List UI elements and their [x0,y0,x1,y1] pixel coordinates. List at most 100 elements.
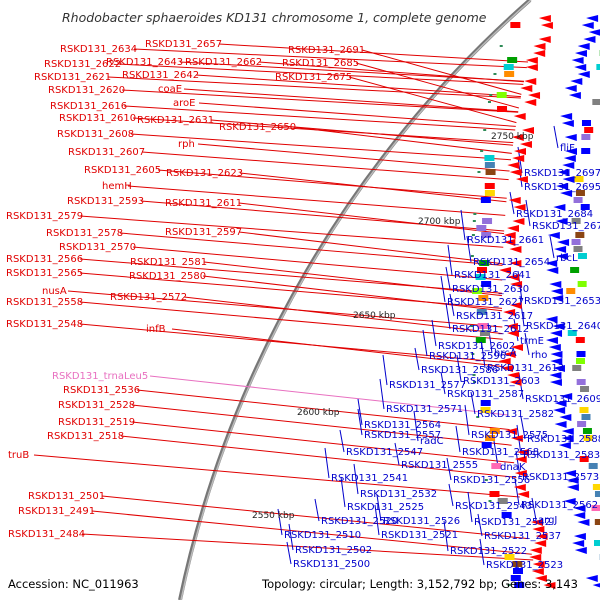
feature-arrow-reverse [563,155,576,162]
leader-line-left-5 [107,76,521,99]
leader-line-right-54 [286,541,292,565]
leader-line-left-21 [238,202,505,235]
feature-block [476,225,487,231]
feature-tick [476,416,480,418]
feature-block [497,106,508,112]
feature-arrow-forward [517,491,530,498]
feature-arrow-reverse [557,239,570,246]
leader-line-right-39 [446,457,452,481]
feature-arrow-reverse [560,393,573,400]
right-label-RSKD131_2641: RSKD131_2641 [454,270,531,281]
feature-arrow-reverse [573,533,586,540]
right-label-RSKD131_2510: RSKD131_2510 [284,530,361,541]
right-label-RSKD131_2571: RSKD131_2571 [386,404,463,415]
leader-line-right-42 [448,483,454,507]
leader-line-right-25 [518,372,524,400]
leader-line-left-40 [33,454,520,498]
leader-line-left-6 [195,74,522,98]
right-label-RSKD131_2640: RSKD131_2640 [526,321,600,332]
leader-line-left-27 [79,258,503,294]
left-label-RSKD131_trnaLeu5: RSKD131_trnaLeu5 [52,371,148,382]
left-label-RSKD131_2675: RSKD131_2675 [275,72,352,83]
feature-block [576,351,586,357]
feature-arrow-reverse [561,435,574,442]
feature-arrow-forward [501,365,514,372]
leader-line-left-41 [101,495,529,540]
feature-block [514,582,525,588]
right-label-RSKD131_2684: RSKD131_2684 [516,209,593,220]
feature-arrow-forward [507,372,520,379]
feature-arrow-reverse [564,85,577,92]
feature-block [579,407,589,413]
left-label-RSKD131_2616: RSKD131_2616 [50,101,127,112]
left-label-RSKD131_2581: RSKD131_2581 [130,257,207,268]
leader-line-right-36 [394,442,400,466]
feature-arrow-forward [507,162,520,169]
left-label-RSKD131_2597: RSKD131_2597 [165,227,242,238]
right-label-RSKD131_2541: RSKD131_2541 [331,473,408,484]
right-label-RSKD131_2583: RSKD131_2583 [523,450,600,461]
feature-block [580,204,590,210]
leader-line-left-10 [123,105,516,131]
right-label-RSKD131_2603: RSKD131_2603 [463,376,540,387]
leader-line-right-18 [524,332,530,356]
leader-line-left-17 [157,169,507,199]
right-label-RSKD131_2526: RSKD131_2526 [383,516,460,527]
feature-tick [473,381,477,383]
leader-line-right-43 [514,478,520,506]
leader-line-left-39 [120,435,517,478]
feature-arrow-forward [513,204,526,211]
right-label-trmE: trmE [520,336,544,347]
feature-block [584,127,594,133]
feature-arrow-reverse [545,316,558,323]
feature-arrow-reverse [561,120,574,127]
feature-arrow-forward [510,435,523,442]
feature-block [510,575,521,581]
leader-line-left-8 [183,88,519,113]
feature-arrow-reverse [551,295,564,302]
feature-block [485,435,496,441]
right-label-RSKD131_2573: RSKD131_2573 [522,472,599,483]
right-label-RSKD131_2522: RSKD131_2522 [450,546,527,557]
left-label-RSKD131_2643: RSKD131_2643 [106,57,183,68]
feature-arrow-reverse [586,15,599,22]
left-label-RSKD131_2691: RSKD131_2691 [288,45,365,56]
right-labels: fliF RSKD131_2697 RSKD131_2695 RSKD131_2684… [284,143,600,571]
right-label-RSKD131_2653: RSKD131_2653 [524,296,600,307]
right-label-RSKD131_2521: RSKD131_2521 [381,530,458,541]
feature-block [575,232,585,238]
feature-block [482,218,493,224]
feature-block [491,463,502,469]
feature-block [594,519,600,525]
feature-tick [484,479,488,481]
left-label-rph: rph [178,139,195,150]
feature-arrow-forward [510,281,523,288]
feature-block [497,498,508,504]
feature-block [593,540,600,546]
leader-line-left-46 [348,76,517,124]
left-label-RSKD131_2519: RSKD131_2519 [58,417,135,428]
feature-arrow-forward [533,43,546,50]
feature-block [481,442,492,448]
feature-block [480,400,491,406]
leader-line-right-38 [324,447,330,479]
leader-line-left-3 [258,61,524,83]
feature-arrow-forward [528,92,541,99]
leader-line-left-1 [133,48,527,69]
feature-arrow-reverse [550,330,563,337]
feature-tick [489,94,493,96]
feature-arrow-reverse [552,323,565,330]
leader-line-left-14 [292,126,512,154]
feature-arrow-reverse [577,71,590,78]
feature-arrow-forward [509,169,522,176]
leader-line-right-31 [357,408,363,436]
feature-arrow-forward [540,22,553,29]
right-label-RSKD131_2502: RSKD131_2502 [295,545,372,556]
scale-label-2750: 2750 kbp [491,132,534,142]
left-label-RSKD131_2565: RSKD131_2565 [6,268,83,279]
leader-line-left-20 [140,200,505,232]
leader-line-right-51 [477,513,483,537]
left-label-RSKD131_2621: RSKD131_2621 [34,72,111,83]
left-label-RSKD131_2657: RSKD131_2657 [145,39,222,50]
leader-line-left-4 [117,63,524,85]
